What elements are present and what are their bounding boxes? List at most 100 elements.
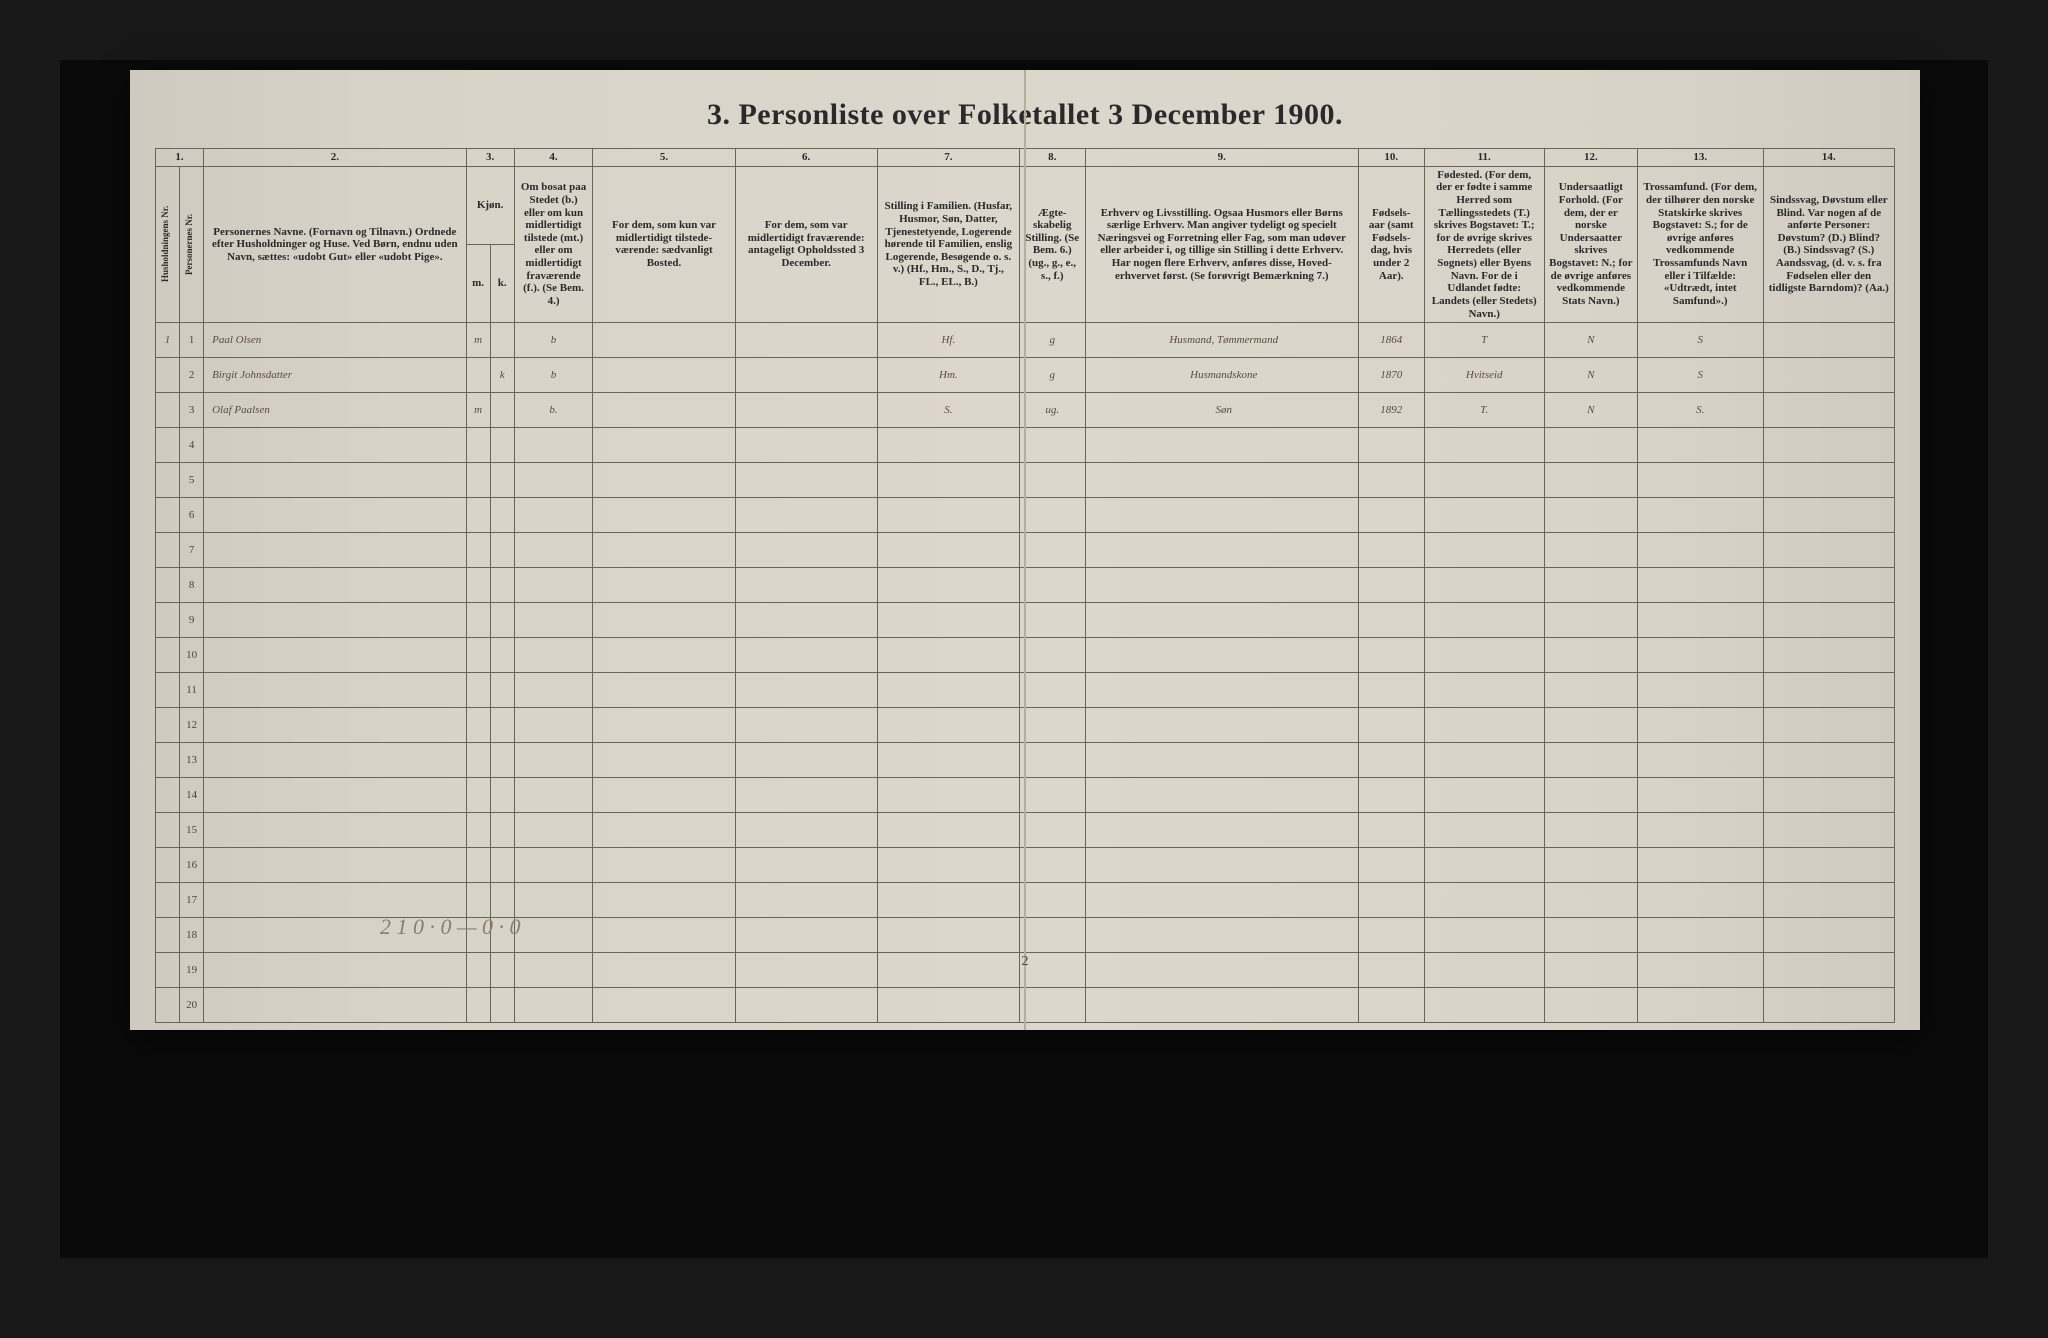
cell-empty [466, 953, 490, 988]
cell-empty [1544, 708, 1637, 743]
cell-empty [1424, 953, 1544, 988]
cell-empty [466, 743, 490, 778]
cell-empty [1085, 813, 1358, 848]
cell-household [156, 428, 180, 463]
cell-empty [1019, 568, 1085, 603]
cell-personno: 15 [180, 813, 204, 848]
cell-empty [204, 883, 466, 918]
footer-tally: 2 1 0 · 0 — 0 · 0 [380, 914, 521, 940]
cell-family-pos: Hm. [877, 358, 1019, 393]
cell-empty [593, 673, 735, 708]
cell-birthplace: Hvitseid [1424, 358, 1544, 393]
cell-empty [735, 568, 877, 603]
cell-empty [877, 918, 1019, 953]
cell-nationality: N [1544, 323, 1637, 358]
cell-empty [1544, 778, 1637, 813]
cell-empty [1544, 463, 1637, 498]
cell-c6 [735, 358, 877, 393]
cell-empty [1019, 533, 1085, 568]
cell-personno: 9 [180, 603, 204, 638]
cell-empty [204, 638, 466, 673]
cell-personno: 19 [180, 953, 204, 988]
cell-empty [490, 743, 514, 778]
cell-empty [593, 813, 735, 848]
cell-occupation: Husmand, Tømmermand [1085, 323, 1358, 358]
cell-empty [1019, 778, 1085, 813]
cell-personno: 8 [180, 568, 204, 603]
cell-empty [514, 568, 593, 603]
cell-empty [466, 498, 490, 533]
cell-empty [514, 673, 593, 708]
cell-empty [1019, 638, 1085, 673]
cell-empty [877, 498, 1019, 533]
cell-empty [1085, 988, 1358, 1023]
cell-empty [593, 988, 735, 1023]
cell-empty [735, 533, 877, 568]
cell-empty [1763, 708, 1894, 743]
cell-empty [877, 708, 1019, 743]
cell-c6 [735, 323, 877, 358]
cell-marital: g [1019, 358, 1085, 393]
cell-personno: 6 [180, 498, 204, 533]
cell-household [156, 568, 180, 603]
cell-empty [1358, 603, 1424, 638]
cell-empty [1637, 883, 1763, 918]
cell-empty [1085, 498, 1358, 533]
cell-empty [1358, 988, 1424, 1023]
cell-empty [593, 428, 735, 463]
cell-empty [1085, 463, 1358, 498]
cell-empty [593, 743, 735, 778]
col-num-3: 3. [466, 149, 514, 167]
cell-occupation: Søn [1085, 393, 1358, 428]
cell-empty [735, 708, 877, 743]
cell-empty [466, 883, 490, 918]
cell-empty [593, 708, 735, 743]
cell-sex-k: k [490, 358, 514, 393]
cell-empty [1019, 708, 1085, 743]
cell-empty [466, 778, 490, 813]
cell-household [156, 533, 180, 568]
cell-empty [735, 603, 877, 638]
header-resident: Om bosat paa Stedet (b.) eller om kun mi… [514, 166, 593, 323]
header-birthplace: Fødested. (For dem, der er fødte i samme… [1424, 166, 1544, 323]
cell-empty [1544, 918, 1637, 953]
cell-empty [204, 428, 466, 463]
cell-empty [877, 463, 1019, 498]
cell-empty [1763, 638, 1894, 673]
header-family-position: Stilling i Familien. (Husfar, Husmor, Sø… [877, 166, 1019, 323]
cell-empty [1424, 533, 1544, 568]
cell-empty [1085, 428, 1358, 463]
cell-empty [593, 533, 735, 568]
cell-empty [514, 498, 593, 533]
header-household-no: Husholdningens Nr. [156, 166, 180, 323]
cell-empty [735, 743, 877, 778]
cell-empty [1637, 743, 1763, 778]
cell-personno: 13 [180, 743, 204, 778]
cell-empty [1019, 603, 1085, 638]
cell-empty [735, 463, 877, 498]
cell-empty [1544, 568, 1637, 603]
cell-empty [735, 778, 877, 813]
cell-household [156, 673, 180, 708]
cell-empty [1424, 918, 1544, 953]
cell-empty [1085, 918, 1358, 953]
cell-empty [1358, 848, 1424, 883]
cell-empty [204, 673, 466, 708]
cell-empty [735, 988, 877, 1023]
cell-empty [593, 568, 735, 603]
cell-empty [1544, 988, 1637, 1023]
cell-empty [593, 638, 735, 673]
cell-personno: 18 [180, 918, 204, 953]
cell-empty [1085, 603, 1358, 638]
cell-empty [490, 813, 514, 848]
cell-sex-k [490, 323, 514, 358]
cell-empty [1019, 743, 1085, 778]
cell-empty [204, 568, 466, 603]
cell-empty [204, 533, 466, 568]
cell-empty [1544, 848, 1637, 883]
cell-disability [1763, 323, 1894, 358]
cell-empty [1637, 708, 1763, 743]
cell-empty [1424, 988, 1544, 1023]
cell-empty [1637, 638, 1763, 673]
cell-empty [1358, 463, 1424, 498]
